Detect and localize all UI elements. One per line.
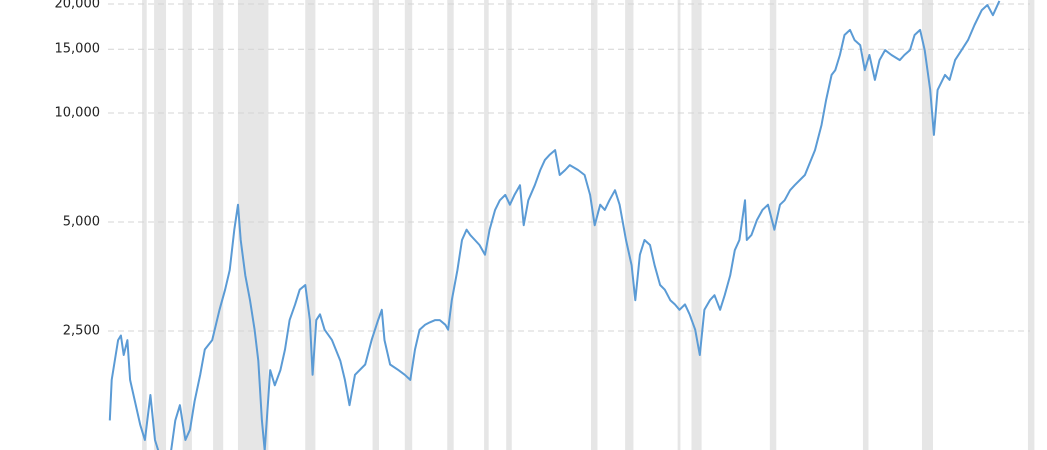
recession-band: [484, 0, 489, 450]
grid: [108, 3, 1030, 332]
y-tick-label: 15,000: [55, 42, 101, 57]
recession-band: [213, 0, 224, 450]
recession-band: [862, 0, 869, 450]
y-axis: 2,500 5,000 10,000 15,000 20,000: [55, 0, 101, 339]
recession-band: [447, 0, 454, 450]
recession-band: [921, 0, 933, 450]
recession-band: [142, 0, 147, 450]
recession-bands: [142, 0, 1035, 450]
y-tick-label: 20,000: [55, 0, 101, 11]
plot-area: [108, 0, 1001, 450]
recession-band: [154, 0, 167, 450]
data-line: [108, 0, 1001, 450]
recession-band: [182, 0, 192, 450]
recession-band: [506, 0, 512, 450]
recession-band: [305, 0, 316, 450]
recession-band: [1027, 0, 1035, 450]
recession-band: [237, 0, 269, 450]
recession-band: [625, 0, 634, 450]
y-tick-label: 2,500: [63, 324, 100, 339]
recession-band: [372, 0, 380, 450]
recession-band: [677, 0, 681, 450]
y-tick-label: 10,000: [55, 105, 101, 120]
y-tick-label: 5,000: [63, 214, 100, 229]
recession-band: [404, 0, 413, 450]
recession-band: [691, 0, 702, 450]
